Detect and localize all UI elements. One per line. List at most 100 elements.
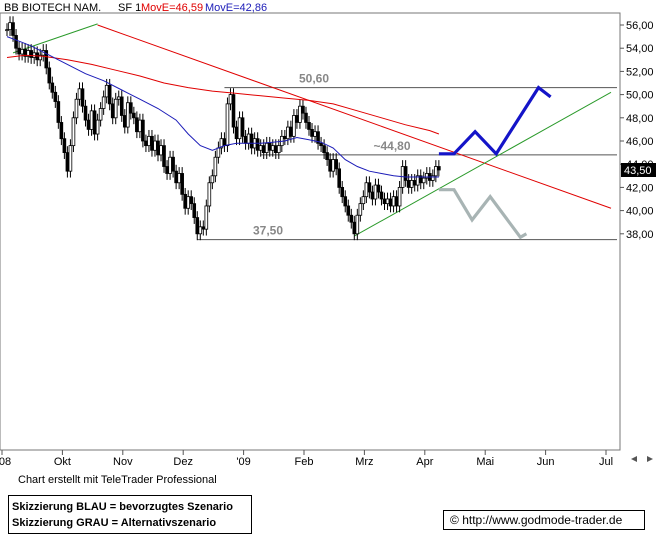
scenario-gray-path: [438, 188, 528, 240]
x-axis: '08 Okt Nov Dez '09 Feb Mrz Apr Mai Jun Jul: [0, 450, 613, 468]
candle-body: [434, 166, 438, 177]
candle-body: [379, 191, 384, 200]
candle-body: [104, 84, 109, 98]
candle-body: [74, 98, 79, 119]
candle-body: [397, 186, 402, 207]
candle-body: [243, 135, 248, 144]
candle-body: [295, 115, 299, 123]
candle-body: [56, 101, 61, 123]
scenario-legend: Skizzierung BLAU = bevorzugtes Szenario …: [8, 495, 252, 534]
candle-body: [364, 182, 369, 198]
candle-body: [258, 145, 263, 151]
candle-body: [373, 184, 378, 200]
x-tick-label: Nov: [113, 456, 133, 468]
candle-body: [29, 50, 33, 58]
candle-body: [261, 145, 266, 153]
candle-body: [107, 84, 112, 105]
candle-body: [289, 126, 293, 137]
candle-body: [394, 196, 399, 207]
mov-blue-label: MovE=42,86: [205, 2, 267, 14]
y-tick-label: 52,00: [626, 66, 654, 78]
candle-body: [409, 180, 414, 188]
copyright-icon: ©: [450, 513, 459, 527]
source-url-box[interactable]: © http://www.godmode-trader.de: [443, 510, 645, 530]
x-tick-label: Feb: [295, 456, 314, 468]
candle-body: [8, 22, 12, 31]
arrow-left-icon[interactable]: [631, 456, 637, 462]
candle-body: [361, 196, 366, 205]
candle-body: [240, 117, 245, 137]
candle-body: [298, 105, 302, 123]
candle-body: [5, 29, 9, 32]
candle-body: [352, 221, 357, 235]
x-tick-label: '09: [236, 456, 250, 468]
candle-body: [234, 126, 239, 140]
moving-averages-layer: [6, 36, 440, 178]
candle-body: [119, 96, 124, 116]
candle-body: [141, 119, 145, 142]
x-tick-label: Apr: [416, 456, 433, 468]
candle-body: [159, 145, 163, 156]
candle-body: [346, 205, 351, 216]
candle-body: [47, 67, 52, 84]
trendline: [354, 91, 612, 237]
scenario-blue-path: [438, 85, 552, 157]
candle-body: [138, 119, 142, 133]
candle-body: [273, 145, 278, 153]
candle-body: [421, 177, 426, 184]
candle-body: [122, 115, 127, 128]
candle-body: [165, 166, 169, 174]
candle-body: [68, 145, 73, 172]
candle-body: [304, 112, 308, 123]
sf-label: SF 1: [118, 2, 141, 14]
candle-body: [382, 198, 387, 205]
candle-body: [11, 22, 15, 36]
candle-body: [216, 147, 221, 158]
candle-body: [316, 131, 320, 144]
candle-body: [228, 94, 233, 105]
y-tick-label: 56,00: [626, 20, 654, 32]
candle-body: [301, 105, 305, 114]
candle-body: [313, 131, 317, 137]
candle-body: [349, 214, 354, 223]
candle-body: [180, 173, 184, 195]
candle-body: [403, 166, 408, 181]
candle-body: [44, 50, 49, 69]
candle-body: [246, 133, 251, 144]
candle-body: [132, 112, 136, 119]
candle-body: [144, 140, 148, 147]
candle-body: [385, 198, 390, 205]
candle-body: [283, 135, 287, 140]
x-tick-label: Mai: [476, 456, 494, 468]
y-tick-label: 38,00: [626, 229, 654, 241]
arrow-right-icon[interactable]: [647, 456, 653, 462]
y-tick-label: 54,00: [626, 43, 654, 55]
candle-body: [367, 182, 372, 193]
moving-average-blue: [6, 36, 439, 178]
candle-body: [358, 203, 363, 216]
candle-body: [213, 156, 218, 177]
legend-line-blue: Skizzierung BLAU = bevorzugtes Szenario: [12, 501, 233, 513]
mov-red-label: MovE=46,59: [141, 2, 203, 14]
candle-body: [156, 140, 160, 156]
candle-body: [80, 88, 85, 107]
candle-body: [20, 48, 24, 55]
candle-body: [71, 117, 76, 147]
candle-body: [292, 115, 296, 137]
source-url[interactable]: http://www.godmode-trader.de: [462, 513, 623, 527]
candle-body: [168, 156, 172, 174]
candle-body: [110, 103, 115, 119]
candle-body: [376, 184, 381, 193]
candle-body: [388, 198, 393, 207]
x-tick-label: Mrz: [355, 456, 373, 468]
candle-body: [171, 156, 175, 172]
candle-body: [286, 126, 290, 140]
candle-body: [370, 191, 375, 200]
y-tick-label: 42,00: [626, 182, 654, 194]
level-label: 50,60: [299, 72, 329, 86]
candle-body: [264, 142, 269, 154]
scroll-arrows-icon[interactable]: [631, 456, 653, 462]
x-tick-label: Okt: [54, 456, 71, 468]
levels-layer: 50,60 ~44,80 37,50: [197, 72, 617, 241]
candle-body: [391, 196, 396, 207]
